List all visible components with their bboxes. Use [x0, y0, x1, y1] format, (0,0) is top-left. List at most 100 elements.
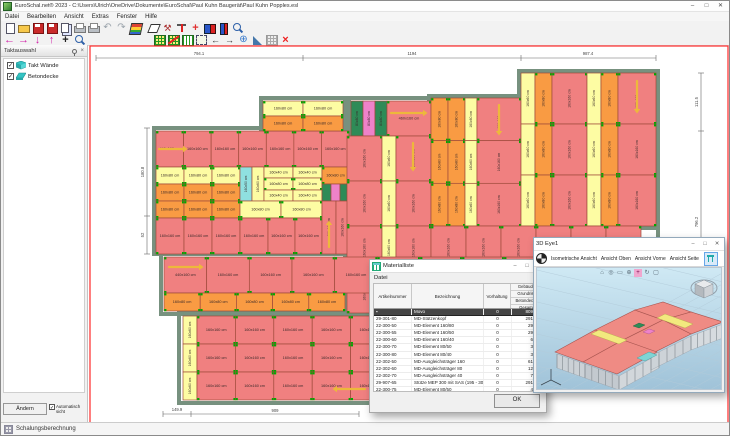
close-button[interactable]: ✕: [717, 2, 724, 9]
viewer-maximize-button[interactable]: □: [703, 241, 707, 247]
dialog-menu-datei[interactable]: Datei: [374, 274, 388, 281]
view-tab-ansicht-seite[interactable]: Ansicht Seite: [669, 255, 699, 262]
formwork-panel[interactable]: [273, 315, 313, 345]
column-header-bezeichnung[interactable]: Bezeichnung: [412, 284, 484, 308]
save-as-icon[interactable]: [45, 22, 58, 34]
formwork-panel[interactable]: [206, 256, 250, 294]
formwork-panel[interactable]: [239, 217, 269, 255]
prev-icon[interactable]: ←: [211, 35, 220, 45]
navigation-cube-icon[interactable]: [690, 279, 718, 299]
wall-element-vertical-icon[interactable]: [217, 22, 230, 35]
auto-visible-checkbox[interactable]: ✓: [49, 403, 55, 411]
rotate-icon[interactable]: ↻: [644, 270, 650, 276]
formwork-panel[interactable]: [386, 100, 432, 137]
dialog-maximize-button[interactable]: □: [525, 263, 529, 269]
home-icon[interactable]: ⌂: [600, 270, 604, 276]
dialog-title-bar[interactable]: Materialliste – □ ✕: [370, 260, 546, 273]
formwork-panel[interactable]: [196, 315, 236, 345]
table-row[interactable]: 22-300-55 MD-Element 160/50 0 29: [374, 330, 535, 338]
formwork-panel[interactable]: [196, 371, 236, 401]
column-header-artikelnummer[interactable]: Artikelnummer: [374, 284, 412, 308]
menu-hilfe[interactable]: Hilfe: [145, 13, 158, 20]
formwork-panel[interactable]: [302, 115, 344, 132]
formwork-panel[interactable]: [183, 217, 213, 255]
formwork-panel[interactable]: [248, 256, 293, 294]
formwork-panel[interactable]: [238, 130, 267, 168]
viewer-minimize-button[interactable]: –: [691, 241, 695, 247]
zoom-icon[interactable]: [73, 34, 86, 46]
tree-item-betondecke[interactable]: ✓ Betondecke: [4, 70, 84, 81]
formwork-panel[interactable]: [321, 183, 332, 202]
table-row[interactable]: 22-302-70 MD-Ausgleichsträger 40 0 7: [374, 372, 535, 380]
formwork-panel[interactable]: [294, 217, 323, 255]
wall-draw-icon[interactable]: [147, 22, 160, 34]
formwork-panel[interactable]: [476, 140, 522, 184]
minimize-button[interactable]: –: [690, 2, 695, 9]
view-tab-ansicht-oben[interactable]: Ansicht Oben: [600, 255, 631, 262]
formwork-panel[interactable]: [330, 183, 341, 202]
dialog-minimize-button[interactable]: –: [513, 263, 517, 269]
zoom-window-icon[interactable]: [231, 22, 244, 34]
pan-icon[interactable]: +: [62, 34, 69, 46]
formwork-panel[interactable]: [235, 371, 275, 401]
formwork-view-icon[interactable]: [703, 251, 718, 266]
table-row[interactable]: 22-302-60 MD-Ausgleichsträger 80 0 12: [374, 365, 535, 373]
tree-item-takt-wände[interactable]: ✓ Takt Wände: [4, 59, 84, 70]
viewer-3d-viewport[interactable]: ⌂ ◎ ▭ ⊕ + ↻ ▢: [536, 267, 722, 390]
formwork-panel[interactable]: [308, 292, 346, 312]
column-header-gesamt-stack[interactable]: Gebäude Grundriss Betondecke Gesamt: [511, 284, 542, 310]
table-row[interactable]: 22-302-50 MD-Ausgleichsträger 160 0 61: [374, 358, 535, 366]
table-row[interactable]: 22-300-70 MD-Element 80/50 0 3: [374, 344, 535, 352]
measure-icon[interactable]: [251, 34, 264, 46]
menu-ansicht[interactable]: Ansicht: [64, 13, 84, 20]
fit-icon[interactable]: ▢: [653, 270, 659, 276]
formwork-panel[interactable]: [163, 256, 208, 294]
formwork-panel[interactable]: [291, 256, 336, 294]
checkbox-icon[interactable]: ✓: [7, 73, 14, 80]
table-row[interactable]: 22-300-75 MD-Element 80/50 0 4: [374, 387, 535, 391]
delete-icon[interactable]: ×: [282, 34, 289, 46]
menu-extras[interactable]: Extras: [91, 13, 109, 20]
change-button[interactable]: Ändern: [3, 403, 47, 415]
axis-cross-icon[interactable]: +: [192, 22, 199, 34]
wall-elements-icon[interactable]: [203, 22, 216, 34]
maximize-button[interactable]: □: [704, 2, 709, 9]
snap-target-icon[interactable]: ⊕: [239, 34, 248, 45]
redo-icon[interactable]: ↷: [117, 22, 126, 33]
formwork-panel[interactable]: [617, 174, 657, 227]
formwork-panel[interactable]: [196, 343, 236, 373]
table-row[interactable]: 22-300-50 MD-Element 160/80 0 29: [374, 323, 535, 331]
formwork-panel[interactable]: [155, 217, 185, 255]
table-row[interactable]: 22-300-60 MD-Element 160/40 0 6: [374, 337, 535, 345]
compass-icon[interactable]: [536, 253, 547, 264]
formwork-panel[interactable]: [211, 217, 241, 255]
arrow-left-icon[interactable]: ←: [4, 34, 15, 46]
zoom-icon[interactable]: ⊕: [626, 270, 632, 276]
formwork-panel[interactable]: [273, 371, 313, 401]
takt-layers-icon[interactable]: [129, 22, 142, 34]
table-row[interactable]: 29-907-65 Stütze MEP 300 mit SAS (195 - 3…: [374, 379, 535, 388]
ok-button[interactable]: OK: [494, 394, 540, 408]
arrow-right-icon[interactable]: →: [18, 34, 29, 46]
viewer-3d-title-bar[interactable]: 3D Eye1 – □ ✕: [534, 238, 724, 251]
formwork-panel[interactable]: [346, 180, 383, 227]
pan-icon[interactable]: +: [634, 269, 642, 277]
tools-icon[interactable]: ⚒: [163, 23, 172, 33]
column-icon[interactable]: [175, 22, 188, 34]
formwork-panel[interactable]: [617, 123, 657, 176]
zoom-window-icon[interactable]: ▭: [617, 270, 623, 276]
print-preview-icon[interactable]: [87, 22, 100, 34]
view-tab-isometrische-ansicht[interactable]: Isometrische Ansicht: [551, 255, 597, 262]
formwork-panel[interactable]: [235, 343, 275, 373]
formwork-panel[interactable]: [551, 72, 588, 125]
orbit-icon[interactable]: ◎: [608, 270, 614, 276]
menu-fenster[interactable]: Fenster: [116, 13, 138, 20]
viewer-close-button[interactable]: ✕: [714, 241, 720, 247]
formwork-panel[interactable]: [476, 182, 522, 227]
pin-icon[interactable]: [72, 48, 78, 56]
new-document-icon[interactable]: [3, 22, 16, 34]
menu-bearbeiten[interactable]: Bearbeiten: [27, 13, 57, 20]
checkbox-icon[interactable]: ✓: [7, 62, 14, 69]
formwork-panel[interactable]: [321, 130, 350, 168]
undo-icon[interactable]: ↶: [103, 22, 112, 33]
